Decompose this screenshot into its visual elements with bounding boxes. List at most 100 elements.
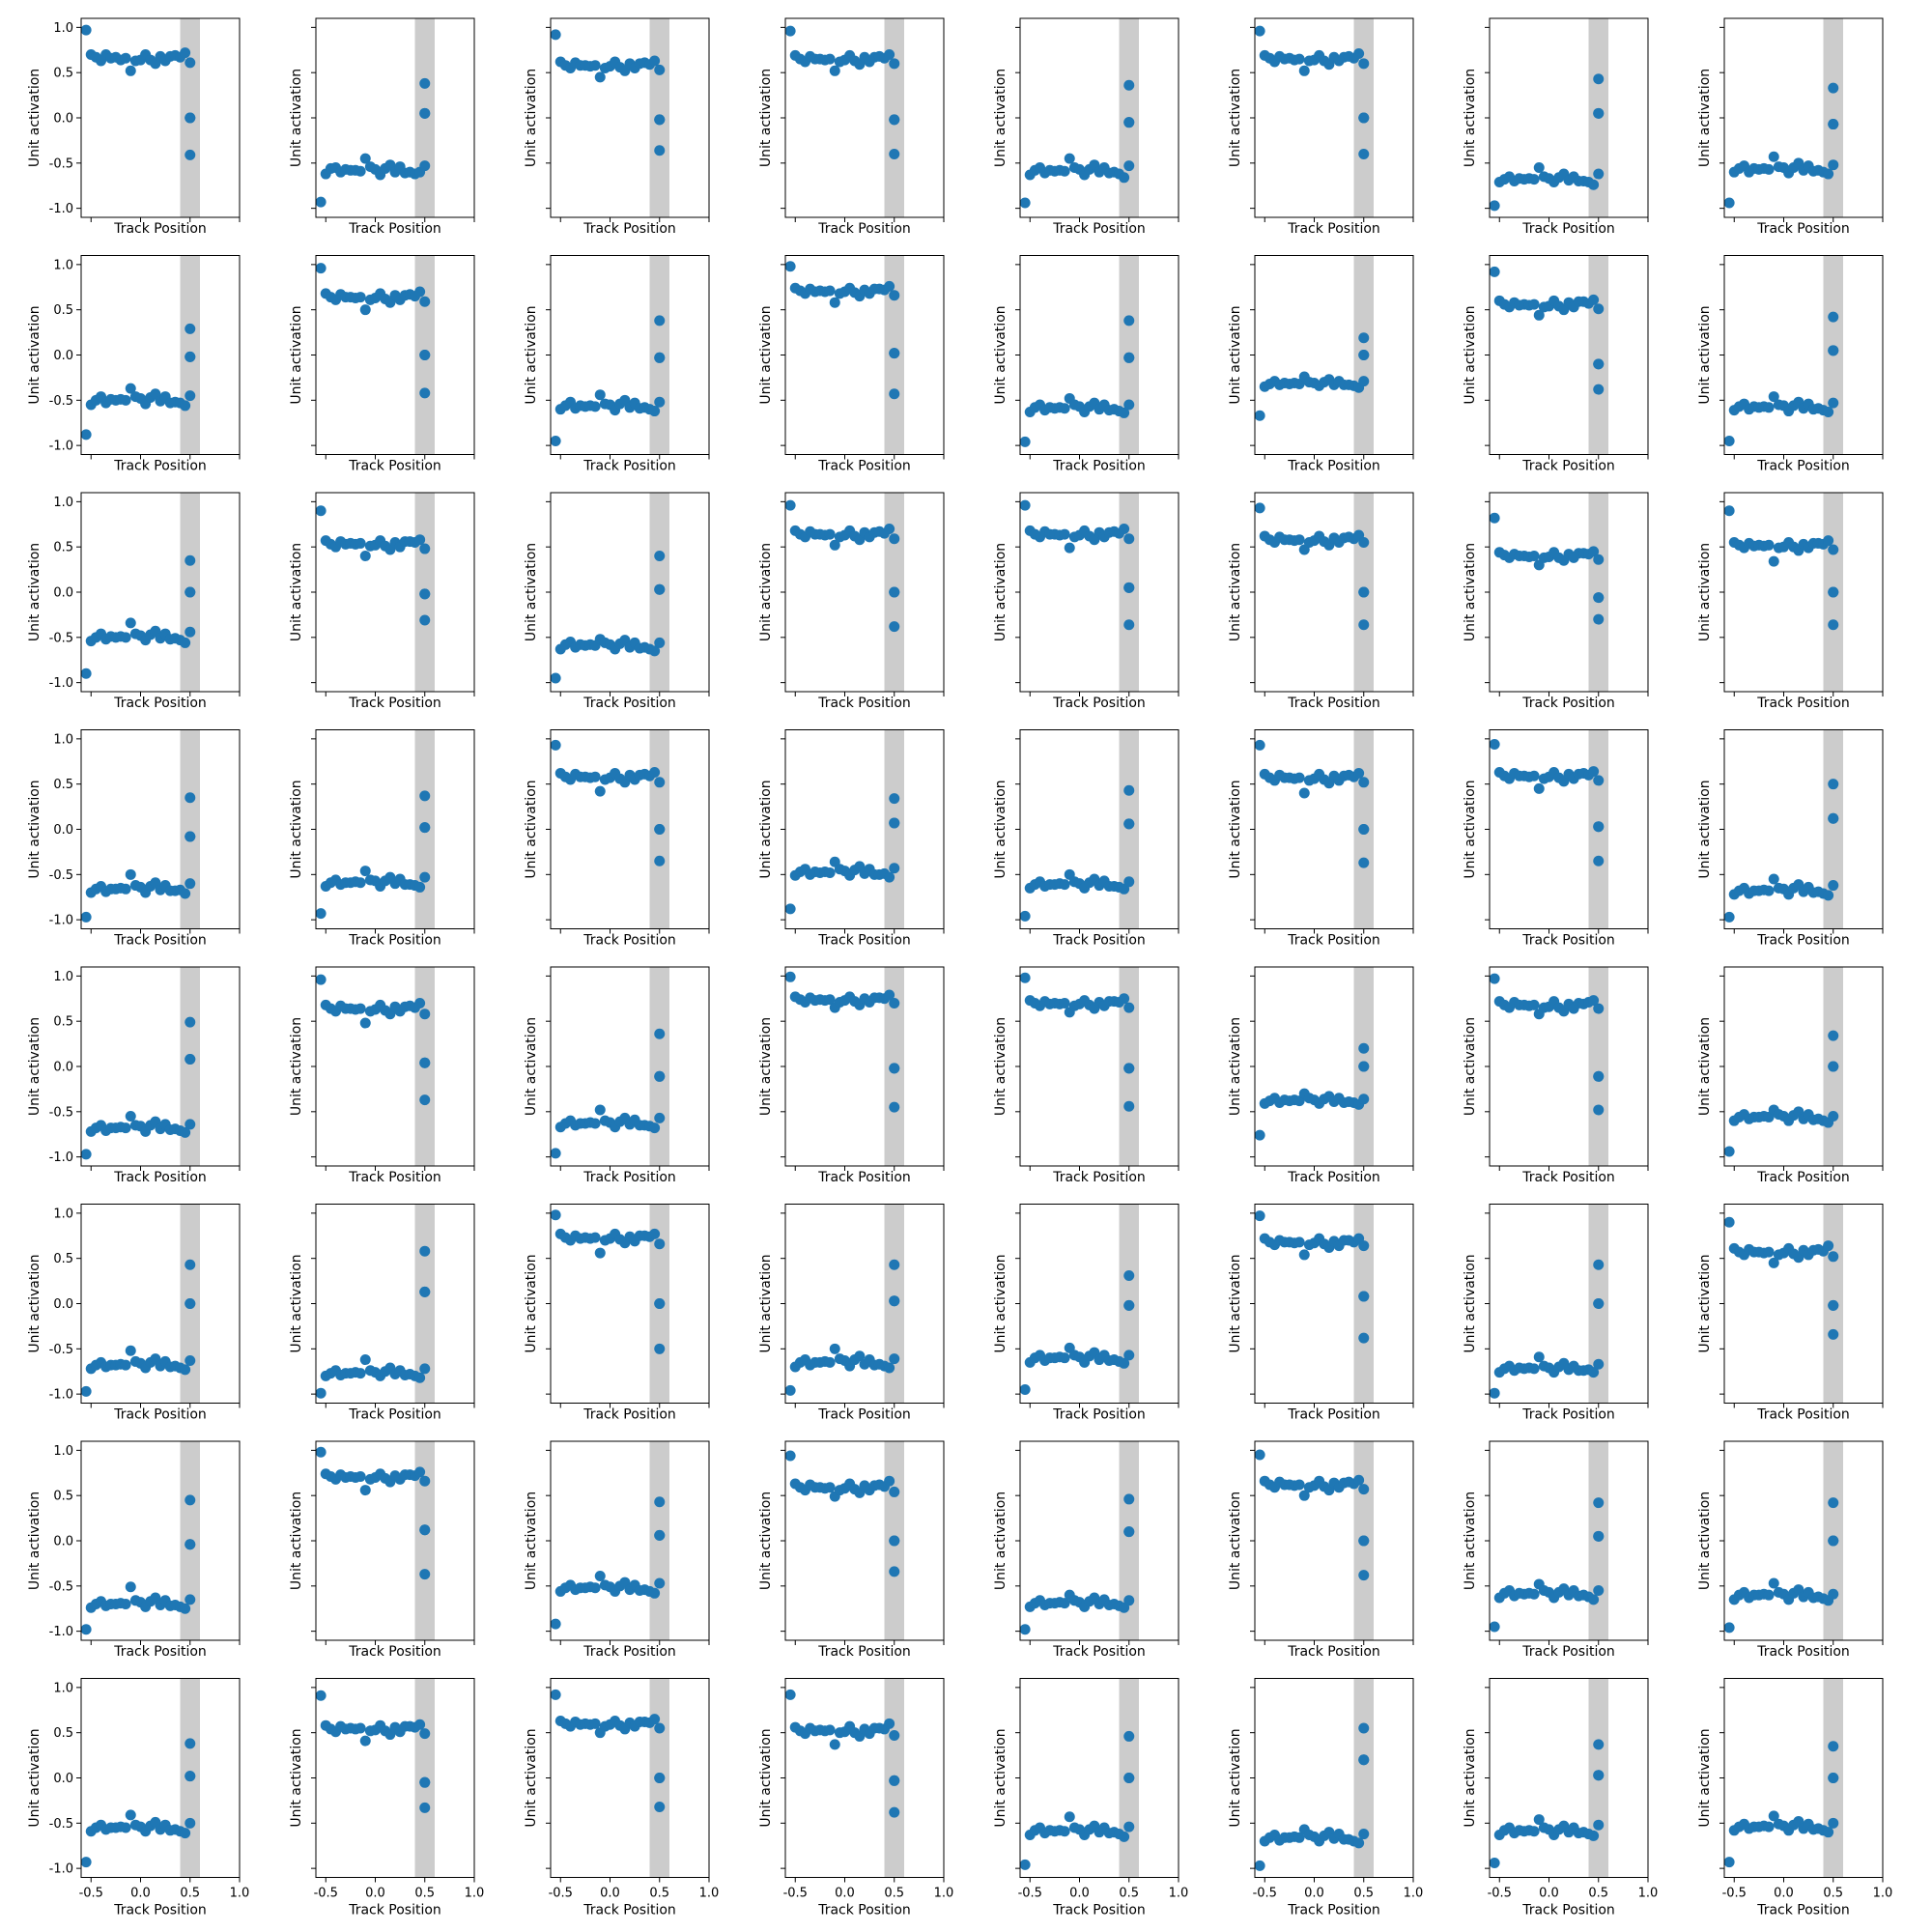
panel-r5-c1: -1.0 -0.5 0.0 0.5 1.0 Track Position Unit acti… xyxy=(27,966,241,1185)
data-point xyxy=(1358,1754,1370,1766)
y-axis-label: Unit activation xyxy=(758,780,774,878)
data-point xyxy=(355,1003,366,1014)
data-point xyxy=(654,1238,666,1250)
data-point xyxy=(1254,410,1265,421)
data-point xyxy=(1823,1240,1834,1252)
data-point xyxy=(185,1354,196,1366)
data-point xyxy=(1593,1819,1605,1831)
x-axis-label: Track Position xyxy=(113,1407,207,1423)
data-point xyxy=(359,304,371,316)
panel-r6-c8: Track Position Unit activation xyxy=(1697,1204,1884,1423)
x-tick-label: -0.5 xyxy=(1722,1887,1747,1901)
data-point xyxy=(315,1446,327,1458)
data-point xyxy=(125,1581,136,1593)
data-point xyxy=(889,621,900,633)
data-point xyxy=(1358,1332,1370,1344)
shaded-region xyxy=(1823,729,1843,929)
data-point xyxy=(1828,1251,1839,1263)
x-tick-label: 0.5 xyxy=(1353,1887,1374,1901)
data-point xyxy=(1123,1299,1135,1311)
x-axis-label: Track Position xyxy=(582,459,676,474)
data-point xyxy=(1358,824,1370,835)
data-point xyxy=(884,1718,895,1729)
panel-r4-c3: Track Position Unit activation xyxy=(524,729,710,949)
data-point xyxy=(1768,1257,1779,1268)
data-point xyxy=(414,286,426,298)
data-point xyxy=(1123,352,1135,363)
x-tick-label: 1.0 xyxy=(1873,1887,1893,1901)
data-point xyxy=(1293,53,1305,65)
data-point xyxy=(829,297,840,308)
data-point xyxy=(824,528,836,540)
x-axis-label: Track Position xyxy=(1052,459,1146,474)
data-point xyxy=(185,57,196,69)
data-point xyxy=(884,523,895,534)
x-axis-label: Track Position xyxy=(348,1903,441,1918)
data-point xyxy=(889,863,900,874)
data-point xyxy=(550,435,561,446)
panel-r4-c1: -1.0 -0.5 0.0 0.5 1.0 Track Position Unit acti… xyxy=(27,729,241,949)
data-point xyxy=(185,1771,196,1782)
y-axis-label: Unit activation xyxy=(27,780,43,878)
data-point xyxy=(550,1209,561,1221)
data-point xyxy=(185,1594,196,1605)
data-point xyxy=(185,1016,196,1028)
data-point xyxy=(1823,890,1834,901)
x-axis-label: Track Position xyxy=(348,933,441,949)
x-axis-label: Track Position xyxy=(1521,221,1615,237)
data-point xyxy=(829,65,840,76)
data-point xyxy=(315,1387,327,1399)
data-point xyxy=(1768,555,1779,567)
y-axis-label: Unit activation xyxy=(524,543,539,641)
y-tick-label: -1.0 xyxy=(49,202,73,216)
y-tick-label: 0.5 xyxy=(53,778,73,792)
panel-r3-c8: Track Position Unit activation xyxy=(1697,492,1884,711)
data-point xyxy=(1828,82,1839,94)
data-point xyxy=(185,1054,196,1065)
panel-r5-c3: Track Position Unit activation xyxy=(524,966,710,1185)
x-axis-label: Track Position xyxy=(1521,933,1615,949)
y-axis-label: Unit activation xyxy=(1228,1492,1243,1590)
x-tick-label: 0.0 xyxy=(1069,1887,1090,1901)
data-point xyxy=(1723,1622,1735,1634)
y-axis-label: Unit activation xyxy=(993,1728,1009,1827)
x-tick-label: 0.0 xyxy=(600,1887,620,1901)
y-axis-label: Unit activation xyxy=(524,1492,539,1590)
y-tick-label: -0.5 xyxy=(49,631,73,645)
panel-r4-c4: Track Position Unit activation xyxy=(758,729,945,949)
data-point xyxy=(889,1101,900,1113)
y-tick-label: 1.0 xyxy=(53,1207,73,1221)
data-point xyxy=(889,533,900,545)
data-point xyxy=(1763,1821,1775,1833)
data-point xyxy=(1059,1352,1070,1364)
data-point xyxy=(654,1801,666,1812)
data-point xyxy=(419,387,431,399)
y-tick-label: -1.0 xyxy=(49,1862,73,1877)
data-point xyxy=(1293,1832,1305,1843)
data-point xyxy=(80,1857,92,1868)
data-point xyxy=(654,1773,666,1783)
panel-r1-c3: Track Position Unit activation xyxy=(524,17,710,237)
y-axis-label: Unit activation xyxy=(27,1017,43,1116)
x-axis-label: Track Position xyxy=(348,696,441,711)
panel-r2-c1: -1.0 -0.5 0.0 0.5 1.0 Track Position Unit acti… xyxy=(27,255,241,474)
data-point xyxy=(359,1017,371,1029)
y-axis-label: Unit activation xyxy=(1228,69,1243,167)
y-axis-label: Unit activation xyxy=(27,1492,43,1590)
data-point xyxy=(1723,505,1735,517)
data-point xyxy=(1059,997,1070,1009)
data-point xyxy=(654,315,666,327)
data-point xyxy=(80,429,92,440)
data-point xyxy=(120,883,131,895)
data-point xyxy=(649,1228,661,1239)
shaded-region xyxy=(1119,729,1139,929)
data-point xyxy=(654,551,666,562)
y-tick-label: 1.0 xyxy=(53,496,73,510)
data-point xyxy=(654,1496,666,1508)
data-point xyxy=(889,290,900,301)
data-point xyxy=(1123,533,1135,545)
x-tick-label: 0.5 xyxy=(649,1887,669,1901)
data-point xyxy=(589,1232,601,1243)
data-point xyxy=(1828,1497,1839,1509)
data-point xyxy=(654,114,666,126)
